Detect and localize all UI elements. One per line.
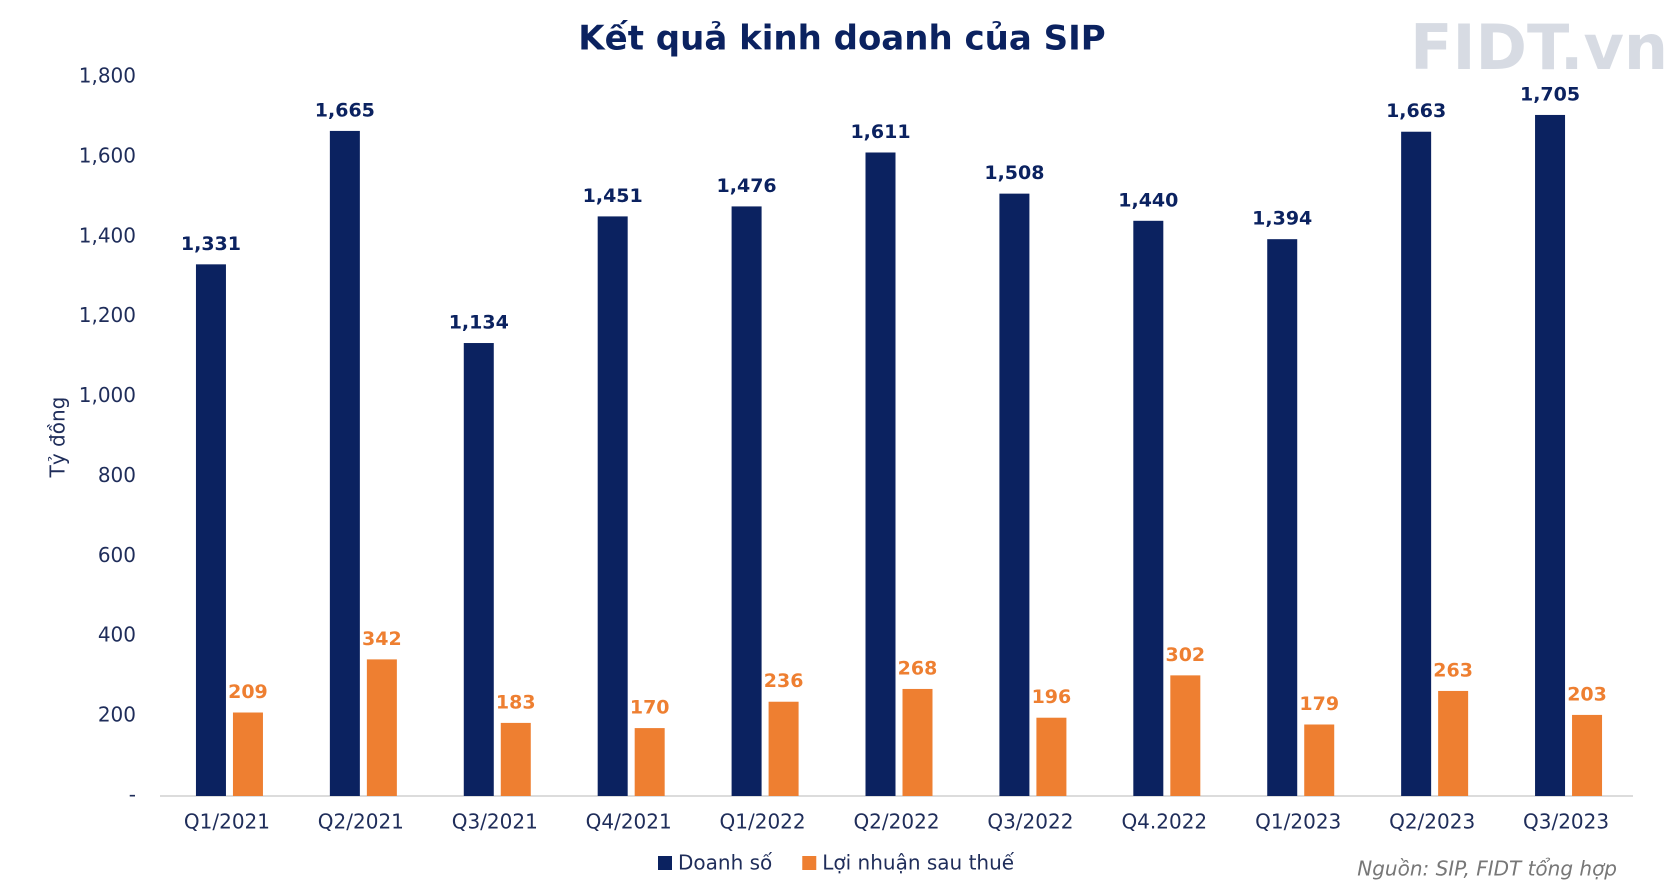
y-tick-label: 1,000 (79, 383, 136, 407)
value-label: 1,331 (181, 233, 241, 255)
bar (1133, 220, 1164, 797)
value-label: 268 (898, 657, 938, 679)
x-tick-label: Q3/2021 (452, 810, 538, 834)
y-tick-label: 800 (98, 463, 136, 487)
value-label: 1,440 (1118, 189, 1178, 211)
value-label: 1,611 (850, 121, 910, 143)
bar (597, 216, 628, 796)
y-tick-label: 1,400 (79, 223, 136, 247)
value-label: 342 (362, 628, 402, 650)
bar (1572, 714, 1603, 796)
value-label: 1,663 (1386, 100, 1446, 122)
x-tick-label: Q2/2023 (1389, 810, 1475, 834)
source: Nguồn: SIP, FIDT tổng hợp (1357, 857, 1617, 881)
value-label: 236 (764, 670, 804, 692)
value-label: 203 (1567, 683, 1607, 705)
value-label: 1,665 (315, 99, 375, 121)
value-label: 1,394 (1252, 208, 1312, 230)
bar (232, 712, 263, 796)
x-tick-label: Q4.2022 (1121, 810, 1207, 834)
y-tick-label: - (129, 783, 136, 807)
x-tick-label: Q2/2022 (853, 810, 939, 834)
y-axis-title: Tỷ đồng (46, 397, 70, 479)
bar (902, 688, 933, 796)
bar (366, 659, 397, 796)
x-tick-label: Q2/2021 (318, 810, 404, 834)
bar (1170, 675, 1201, 796)
value-label: 196 (1032, 686, 1072, 708)
x-tick-label: Q3/2023 (1523, 810, 1609, 834)
value-label: 179 (1299, 693, 1339, 715)
value-label: 302 (1165, 644, 1205, 666)
y-tick-label: 1,600 (79, 143, 136, 167)
bar (1036, 717, 1067, 796)
legend-swatch (802, 856, 817, 870)
logo: FIDT.vn (1410, 11, 1668, 84)
x-tick-label: Q4/2021 (586, 810, 672, 834)
legend-label: Doanh số (678, 851, 773, 875)
bar (463, 343, 494, 796)
bar (1535, 114, 1566, 797)
chart-title: Kết quả kinh doanh của SIP (578, 19, 1105, 59)
bar (731, 206, 762, 797)
y-tick-label: 400 (98, 623, 136, 647)
bar (1267, 239, 1298, 796)
value-label: 1,705 (1520, 83, 1580, 105)
value-label: 170 (630, 697, 670, 719)
bar (768, 701, 799, 796)
legend-label: Lợi nhuận sau thuế (822, 851, 1015, 875)
value-label: 1,476 (717, 175, 777, 197)
value-label: 183 (496, 691, 536, 713)
legend-swatch (658, 856, 672, 870)
value-label: 263 (1433, 659, 1473, 681)
x-tick-label: Q1/2022 (720, 810, 806, 834)
y-tick-label: 1,200 (79, 303, 136, 327)
bar (1304, 724, 1335, 796)
bar (999, 193, 1030, 797)
y-tick-label: 1,800 (79, 64, 136, 88)
bar (195, 264, 226, 796)
bar (1401, 131, 1432, 797)
bar (500, 722, 531, 796)
value-label: 1,508 (984, 162, 1044, 184)
bar (634, 728, 665, 796)
bar (329, 130, 360, 797)
x-tick-label: Q1/2023 (1255, 810, 1341, 834)
value-label: 209 (228, 681, 268, 703)
value-label: 1,134 (449, 312, 509, 334)
y-tick-label: 600 (98, 543, 136, 567)
bar (1438, 690, 1469, 796)
x-tick-label: Q1/2021 (184, 810, 270, 834)
x-tick-label: Q3/2022 (987, 810, 1073, 834)
y-tick-label: 200 (98, 703, 136, 727)
value-label: 1,451 (583, 185, 643, 207)
bar (865, 152, 896, 796)
